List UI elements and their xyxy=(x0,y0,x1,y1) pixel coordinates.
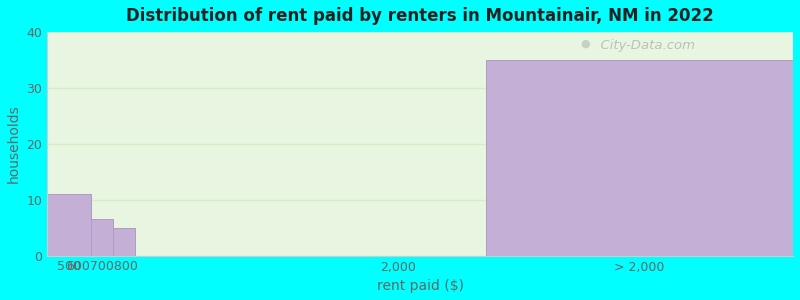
Bar xyxy=(486,60,793,256)
Text: City-Data.com: City-Data.com xyxy=(592,39,694,52)
Bar xyxy=(47,194,91,256)
Bar xyxy=(113,228,135,256)
Text: ●: ● xyxy=(581,39,590,49)
Bar xyxy=(91,219,113,256)
Y-axis label: households: households xyxy=(7,104,21,183)
Title: Distribution of rent paid by renters in Mountainair, NM in 2022: Distribution of rent paid by renters in … xyxy=(126,7,714,25)
X-axis label: rent paid ($): rent paid ($) xyxy=(377,279,464,293)
